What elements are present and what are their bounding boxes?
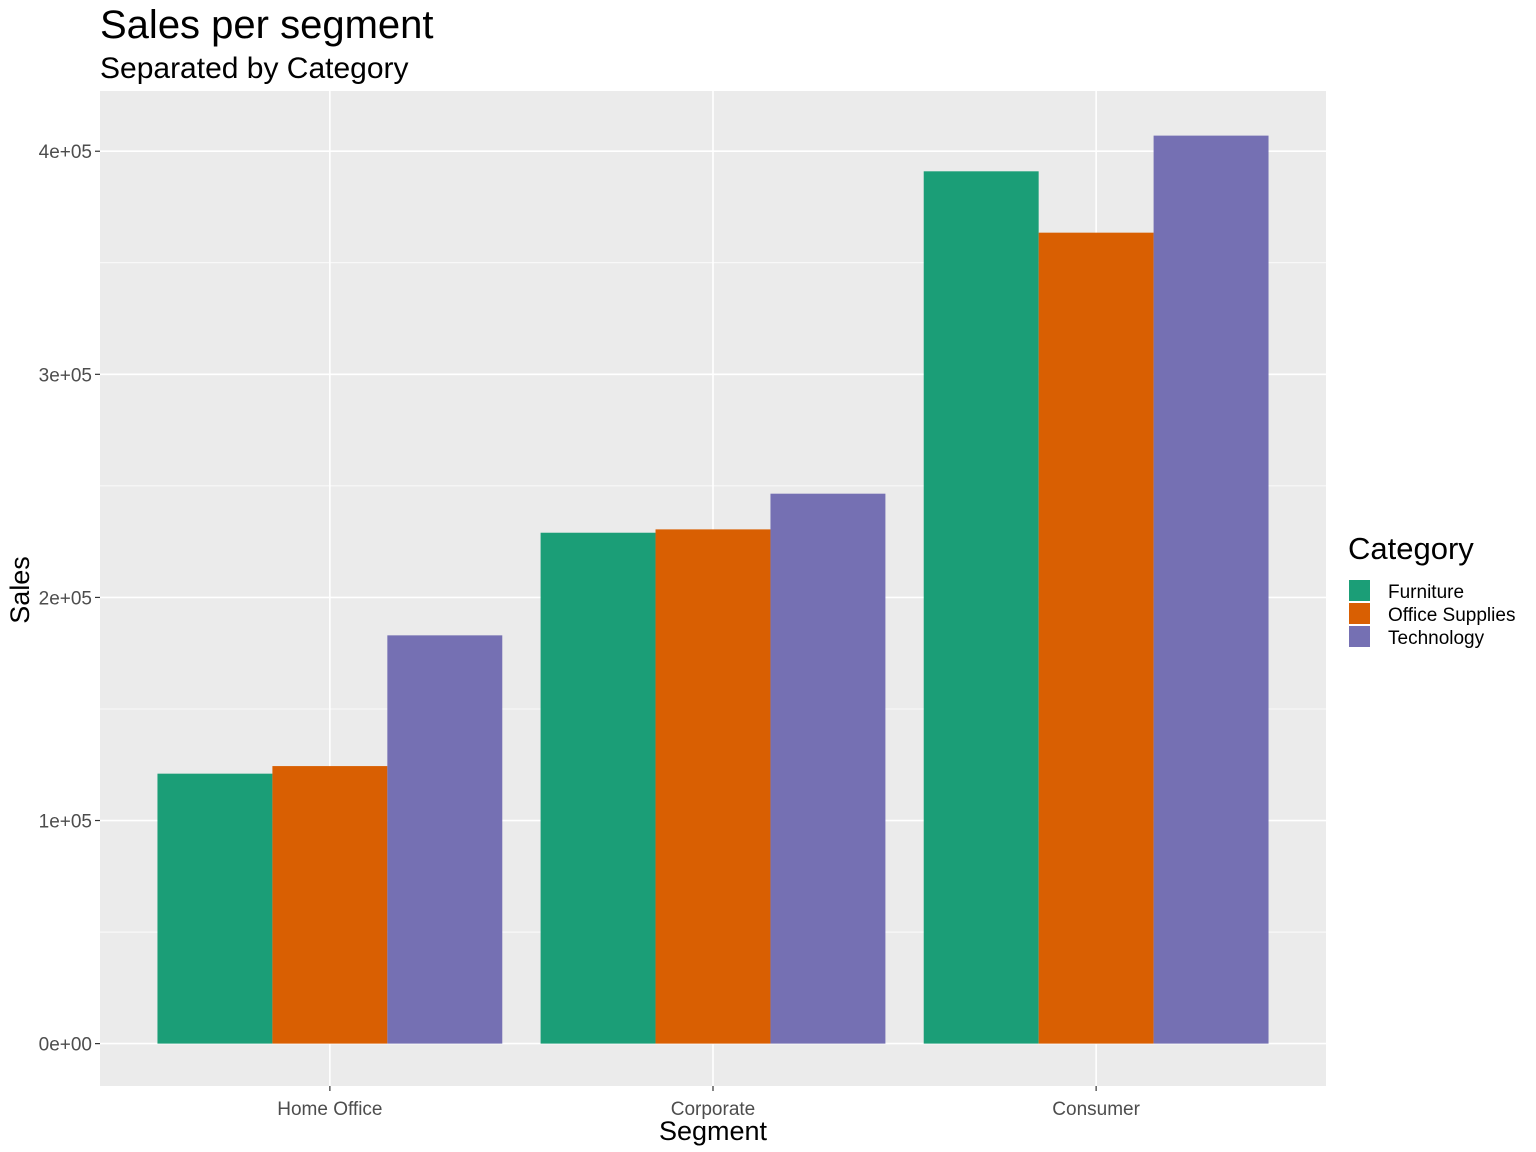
bar-office-supplies-home-office xyxy=(272,766,388,1044)
y-tick-label: 1e+05 xyxy=(39,812,92,833)
bar-furniture-home-office xyxy=(157,773,273,1044)
legend-label: Office Supplies xyxy=(1388,605,1515,626)
legend-key xyxy=(1349,626,1370,647)
x-axis: Home Office Corporate Consumer xyxy=(277,1086,1141,1120)
y-tick-label: 0e+00 xyxy=(39,1035,92,1056)
bar-technology-consumer xyxy=(1153,135,1269,1044)
bars xyxy=(157,135,1269,1044)
bar-furniture-consumer xyxy=(923,171,1039,1044)
bar-furniture-corporate xyxy=(540,532,656,1044)
legend-label: Furniture xyxy=(1388,582,1464,603)
y-tick-label: 4e+05 xyxy=(39,142,92,163)
bar-office-supplies-corporate xyxy=(655,529,771,1044)
chart-subtitle: Separated by Category xyxy=(100,52,409,85)
y-axis: 0e+00 1e+05 2e+05 3e+05 4e+05 xyxy=(39,142,100,1056)
x-axis-title: Segment xyxy=(659,1116,768,1146)
chart-title: Sales per segment xyxy=(100,3,434,47)
bar-technology-home-office xyxy=(387,635,503,1044)
legend-key xyxy=(1349,580,1370,601)
bar-office-supplies-consumer xyxy=(1038,232,1154,1044)
legend-label: Technology xyxy=(1388,628,1485,649)
x-tick-label: Consumer xyxy=(1052,1099,1140,1120)
bar-technology-corporate xyxy=(770,493,886,1044)
x-tick-label: Home Office xyxy=(277,1099,382,1120)
legend-key xyxy=(1349,603,1370,624)
y-tick-label: 3e+05 xyxy=(39,365,92,386)
legend-title: Category xyxy=(1348,531,1474,566)
y-tick-label: 2e+05 xyxy=(39,588,92,609)
x-tick-label: Corporate xyxy=(671,1099,756,1120)
y-axis-title: Sales xyxy=(5,556,35,624)
